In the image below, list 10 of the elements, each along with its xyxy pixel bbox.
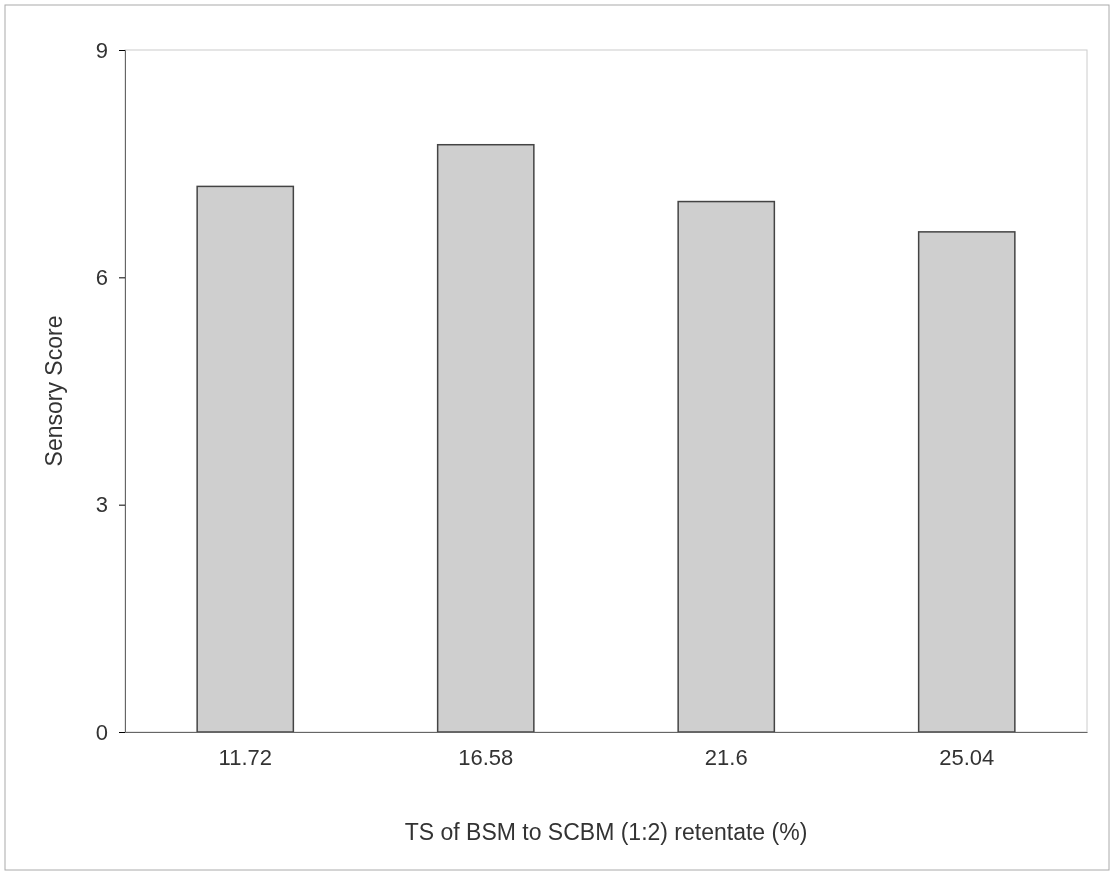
x-axis-title: TS of BSM to SCBM (1:2) retentate (%) bbox=[404, 819, 808, 845]
y-tick-label: 0 bbox=[95, 719, 108, 745]
y-axis-title: Sensory Score bbox=[41, 315, 67, 467]
y-tick-label: 6 bbox=[95, 264, 108, 290]
x-tick-label: 11.72 bbox=[218, 745, 272, 770]
y-tick-label: 3 bbox=[95, 492, 108, 518]
x-tick-label: 25.04 bbox=[939, 745, 995, 770]
y-tick-label: 9 bbox=[95, 37, 108, 63]
x-tick-label: 21.6 bbox=[704, 745, 748, 770]
x-tick-label: 16.58 bbox=[458, 745, 514, 770]
